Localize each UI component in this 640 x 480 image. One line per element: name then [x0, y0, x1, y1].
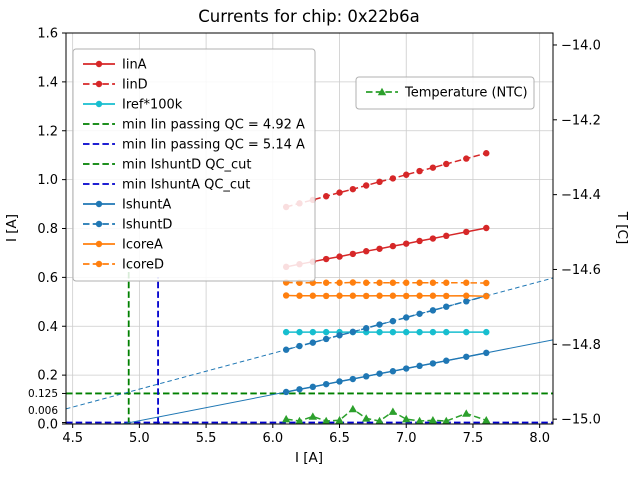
svg-text:1.6: 1.6 [37, 27, 58, 42]
svg-text:0.4: 0.4 [37, 320, 58, 335]
svg-text:IinA: IinA [122, 58, 147, 73]
svg-text:−15.0: −15.0 [561, 413, 601, 428]
svg-text:8.0: 8.0 [529, 431, 550, 446]
series-icorea [282, 292, 490, 300]
svg-text:0.6: 0.6 [37, 271, 58, 286]
svg-text:min Iin passing QC = 4.92 A: min Iin passing QC = 4.92 A [122, 118, 305, 133]
x-axis-label: I [A] [295, 450, 323, 466]
svg-text:4.5: 4.5 [62, 431, 83, 446]
svg-text:−14.2: −14.2 [561, 113, 601, 128]
svg-text:0.0: 0.0 [37, 418, 58, 433]
svg-text:5.5: 5.5 [196, 431, 217, 446]
svg-text:min IshuntD QC_cut: min IshuntD QC_cut [122, 158, 252, 173]
svg-text:min IshuntA QC_cut: min IshuntA QC_cut [122, 178, 250, 193]
series-ishunta [282, 349, 490, 396]
series-icored [282, 279, 490, 287]
svg-text:1.2: 1.2 [37, 124, 58, 139]
tick-labels: 4.5 5.0 5.5 6.0 6.5 7.0 7.5 8.0 0.0 0.2 0.4 0.6 0.8 1… [28, 27, 601, 447]
svg-text:0.006: 0.006 [28, 405, 58, 417]
svg-text:6.0: 6.0 [262, 431, 283, 446]
svg-text:0.125: 0.125 [28, 388, 58, 400]
svg-text:IshuntD: IshuntD [122, 218, 172, 233]
series-temperature-ntc- [281, 404, 491, 424]
svg-text:−14.0: −14.0 [561, 38, 601, 53]
svg-text:−14.6: −14.6 [561, 263, 601, 278]
fit-line-IshuntD_fit [66, 277, 553, 410]
svg-text:0.2: 0.2 [37, 369, 58, 384]
svg-text:IshuntA: IshuntA [122, 198, 171, 213]
svg-text:Iref*100k: Iref*100k [122, 98, 183, 113]
svg-text:Temperature (NTC): Temperature (NTC) [404, 86, 528, 101]
svg-text:7.5: 7.5 [463, 431, 484, 446]
svg-text:IinD: IinD [122, 78, 148, 93]
chart-title: Currents for chip: 0x22b6a [198, 7, 419, 26]
svg-text:IcoreD: IcoreD [122, 258, 164, 273]
legend-main: IinA IinD Iref*100k min Iin passing QC = 4.… [72, 48, 316, 282]
svg-text:1.0: 1.0 [37, 173, 58, 188]
series-iref-100k [282, 328, 490, 336]
svg-text:1.4: 1.4 [37, 75, 58, 90]
svg-text:−14.4: −14.4 [561, 188, 601, 203]
svg-text:IcoreA: IcoreA [122, 238, 163, 253]
svg-text:7.0: 7.0 [396, 431, 417, 446]
series-ishuntd [282, 292, 490, 353]
svg-text:−14.8: −14.8 [561, 338, 601, 353]
plot-area: 4.5 5.0 5.5 6.0 6.5 7.0 7.5 8.0 0.0 0.2 0.4 0.6 0.8 1… [28, 27, 601, 447]
svg-text:6.5: 6.5 [329, 431, 350, 446]
svg-text:5.0: 5.0 [129, 431, 150, 446]
legend-temperature: Temperature (NTC) [355, 76, 535, 110]
svg-text:min Iin passing QC = 5.14 A: min Iin passing QC = 5.14 A [122, 138, 305, 153]
y-axis-label-left: I [A] [4, 214, 20, 242]
y-axis-label-right: T [C] [614, 211, 630, 245]
svg-text:0.8: 0.8 [37, 222, 58, 237]
